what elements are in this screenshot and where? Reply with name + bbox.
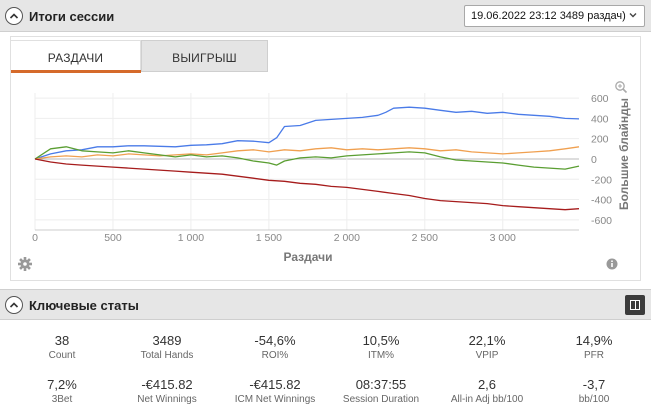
results-chart: 0 500 1 000 1 500 2 000 2 500 3 000 600 400 200 0… (18, 81, 631, 271)
gear-icon[interactable] (18, 257, 32, 271)
stat-itm: 10,5% ITM% (327, 333, 435, 361)
stat-label: ITM% (367, 350, 395, 361)
stat-net-winnings: -€415.82 Net Winnings (113, 377, 221, 405)
y-axis-title: Большие блайнды (617, 98, 631, 210)
x-tick-label: 500 (104, 232, 122, 244)
session-select[interactable]: 19.06.2022 23:12 3489 раздач) (464, 5, 645, 27)
y-tick-label: -600 (591, 215, 612, 227)
stat-3bet: 7,2% 3Bet (8, 377, 116, 405)
series-line-3 (34, 158, 580, 211)
key-stats-grid: 38 Count 3489 Total Hands -54,6% ROI% 10,5%… (0, 322, 651, 420)
session-summary-header: Итоги сессии 19.06.2022 23:12 3489 разда… (0, 0, 651, 32)
stat-vpip: 22,1% VPIP (433, 333, 541, 361)
stat-icm-net-winnings: -€415.82 ICM Net Winnings (221, 377, 329, 405)
y-tick-label: 0 (591, 154, 597, 166)
stat-value: 2,6 (477, 377, 497, 392)
collapse-stats-button[interactable] (5, 296, 23, 314)
stat-label: Total Hands (140, 350, 194, 361)
stat-value: 38 (54, 333, 70, 348)
y-tick-label: 200 (591, 134, 609, 146)
stat-value: -54,6% (254, 333, 296, 348)
stat-label: Session Duration (342, 394, 420, 405)
x-axis-ticks: 0 500 1 000 1 500 2 000 2 500 3 000 (32, 232, 516, 244)
y-tick-label: 400 (591, 113, 609, 125)
stat-label: 3Bet (51, 394, 73, 405)
chevron-down-icon (629, 13, 637, 18)
stat-label: bb/100 (578, 394, 610, 405)
tab-hands[interactable]: РАЗДАЧИ (11, 40, 141, 73)
session-select-value: 19.06.2022 23:12 3489 раздач) (471, 10, 626, 22)
x-tick-label: 1 500 (256, 232, 282, 244)
stat-value: 3489 (152, 333, 182, 348)
stat-value: 10,5% (362, 333, 400, 348)
stat-value: -€415.82 (249, 377, 301, 392)
stat-session-duration: 08:37:55 Session Duration (327, 377, 435, 405)
x-tick-label: 2 000 (334, 232, 360, 244)
stat-label: All-in Adj bb/100 (450, 394, 524, 405)
stat-value: 7,2% (47, 377, 77, 392)
key-stats-title: Ключевые статы (29, 298, 139, 313)
stat-value: 22,1% (468, 333, 506, 348)
stat-label: ROI% (261, 350, 289, 361)
series-line-0 (34, 106, 580, 160)
session-title: Итоги сессии (29, 9, 115, 24)
x-tick-label: 1 000 (178, 232, 204, 244)
stat-label: PFR (584, 350, 604, 361)
stat-allin-adj: 2,6 All-in Adj bb/100 (433, 377, 541, 405)
y-tick-label: -200 (591, 174, 612, 186)
y-tick-label: -400 (591, 195, 612, 207)
stat-label: ICM Net Winnings (234, 394, 316, 405)
chevron-up-icon (9, 13, 19, 19)
stat-bb100: -3,7 bb/100 (540, 377, 648, 405)
stat-label: VPIP (475, 350, 499, 361)
chart-panel: РАЗДАЧИ ВЫИГРЫШ 0 500 1 000 1 500 2 000 2 500… (10, 36, 641, 281)
zoom-icon[interactable] (615, 81, 628, 94)
x-tick-label: 3 000 (490, 232, 516, 244)
stat-value: 14,9% (575, 333, 613, 348)
stat-pfr: 14,9% PFR (540, 333, 648, 361)
stat-roi: -54,6% ROI% (221, 333, 329, 361)
y-tick-label: 600 (591, 93, 609, 105)
tab-winnings[interactable]: ВЫИГРЫШ (141, 40, 268, 72)
key-stats-header: Ключевые статы (0, 289, 651, 320)
info-icon[interactable] (606, 258, 618, 270)
stat-label: Net Winnings (137, 394, 197, 405)
y-axis-ticks: 600 400 200 0 -200 -400 -600 (591, 93, 612, 227)
layout-toggle-button[interactable] (625, 295, 645, 315)
chart-series (34, 106, 580, 211)
x-tick-label: 2 500 (412, 232, 438, 244)
stat-total-hands: 3489 Total Hands (113, 333, 221, 361)
collapse-session-button[interactable] (5, 7, 23, 25)
chart-grid (34, 93, 579, 231)
stat-label: Count (48, 350, 76, 361)
stat-value: 08:37:55 (355, 377, 407, 392)
chevron-up-icon (9, 302, 19, 308)
x-tick-label: 0 (32, 232, 38, 244)
layout-toggle-icon (630, 300, 640, 310)
stat-value: -3,7 (582, 377, 606, 392)
stat-value: -€415.82 (141, 377, 193, 392)
x-axis-title: Раздачи (284, 250, 333, 264)
stat-count: 38 Count (8, 333, 116, 361)
series-line-1 (34, 146, 580, 160)
series-line-2 (34, 146, 580, 170)
